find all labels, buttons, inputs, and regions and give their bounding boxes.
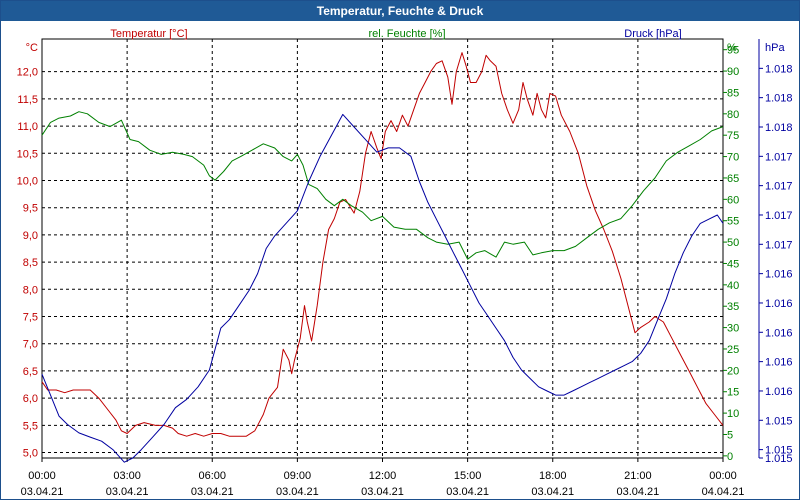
axes: 00:00 03.04.21 03:00 03.04.21 06:00 03.04.21 0… [17,28,793,498]
pressure-tick-label: 1.015 [765,445,793,457]
humidity-tick-label: 80 [727,109,739,121]
temperature-tick-label: 9,0 [23,230,38,242]
x-tick-date-label: 03.04.21 [361,486,404,498]
humidity-tick-label: 20 [727,365,739,377]
x-tick-date-label: 03.04.21 [276,486,319,498]
humidity-tick-label: 30 [727,323,739,335]
pressure-tick-label: 1.015 [765,415,793,427]
pressure-tick-label: 1.015 [765,453,793,465]
humidity-tick-label: 75 [727,130,739,142]
temperature-tick-label: 12,0 [17,67,38,79]
humidity-tick-label: 45 [727,258,739,270]
x-tick-time-label: 15:00 [454,470,482,482]
x-tick-time-label: 09:00 [284,470,312,482]
x-tick-time-label: 00:00 [709,470,737,482]
temperature-tick-label: 11,0 [17,121,38,133]
humidity-tick-label: 65 [727,173,739,185]
temperature-tick-label: 5,0 [23,448,38,460]
pressure-tick-label: 1.018 [765,122,793,134]
pressure-tick-label: 1.016 [765,327,793,339]
x-tick-time-label: 12:00 [369,470,397,482]
humidity-tick-label: 95 [727,45,739,57]
humidity-tick-label: 35 [727,301,739,313]
temperature-tick-label: 10,5 [17,148,38,160]
temperature-tick-label: 6,5 [23,366,38,378]
humidity-tick-label: 25 [727,344,739,356]
pressure-tick-label: 1.018 [765,93,793,105]
x-tick-date-label: 03.04.21 [616,486,659,498]
pressure-axis-title: Druck [hPa] [624,28,681,40]
x-tick-date-label: 03.04.21 [21,486,64,498]
x-tick-date-label: 04.04.21 [702,486,745,498]
humidity-tick-label: 55 [727,216,739,228]
pressure-tick-label: 1.017 [765,210,793,222]
x-tick-date-label: 03.04.21 [531,486,574,498]
title-bar: Temperatur, Feuchte & Druck [1,1,799,21]
temperature-tick-label: 5,5 [23,420,38,432]
humidity-tick-label: 50 [727,237,739,249]
x-tick-date-label: 03.04.21 [106,486,149,498]
series [41,52,724,463]
x-tick-time-label: 21:00 [624,470,652,482]
grid [42,39,723,458]
x-tick-time-label: 18:00 [539,470,567,482]
temperature-axis-title: Temperatur [°C] [110,28,187,40]
humidity-tick-label: 40 [727,280,739,292]
x-tick-time-label: 00:00 [28,470,56,482]
humidity-tick-label: 60 [727,194,739,206]
pressure-tick-label: 1.016 [765,386,793,398]
pressure-tick-label: 1.016 [765,298,793,310]
humidity-tick-label: 5 [727,429,733,441]
humidity-tick-label: 70 [727,152,739,164]
temperature-tick-label: 8,5 [23,257,38,269]
pressure-series-line [41,113,724,463]
temperature-tick-label: 7,0 [23,339,38,351]
temperature-tick-label: 8,0 [23,284,38,296]
humidity-unit-label: % [727,42,737,54]
humidity-axis-title: rel. Feuchte [%] [368,28,445,40]
pressure-tick-label: 1.016 [765,269,793,281]
humidity-tick-label: 0 [727,451,733,463]
temperature-tick-label: 7,5 [23,312,38,324]
pressure-unit-label: hPa [765,42,785,54]
temperature-tick-label: 6,0 [23,393,38,405]
humidity-tick-label: 85 [727,87,739,99]
temperature-unit-label: °C [26,42,38,54]
pressure-tick-label: 1.017 [765,151,793,163]
temperature-tick-label: 10,0 [17,175,38,187]
pressure-tick-label: 1.016 [765,357,793,369]
temperature-series-line [41,52,724,437]
x-tick-time-label: 03:00 [113,470,141,482]
humidity-tick-label: 10 [727,408,739,420]
humidity-tick-label: 15 [727,387,739,399]
temperature-tick-label: 11,5 [17,94,38,106]
humidity-series-line [41,111,724,260]
temperature-tick-label: 9,5 [23,203,38,215]
pressure-tick-label: 1.018 [765,63,793,75]
x-tick-date-label: 03.04.21 [191,486,234,498]
humidity-tick-label: 90 [727,66,739,78]
x-tick-date-label: 03.04.21 [446,486,489,498]
x-tick-time-label: 06:00 [198,470,226,482]
pressure-tick-label: 1.017 [765,239,793,251]
pressure-tick-label: 1.017 [765,181,793,193]
